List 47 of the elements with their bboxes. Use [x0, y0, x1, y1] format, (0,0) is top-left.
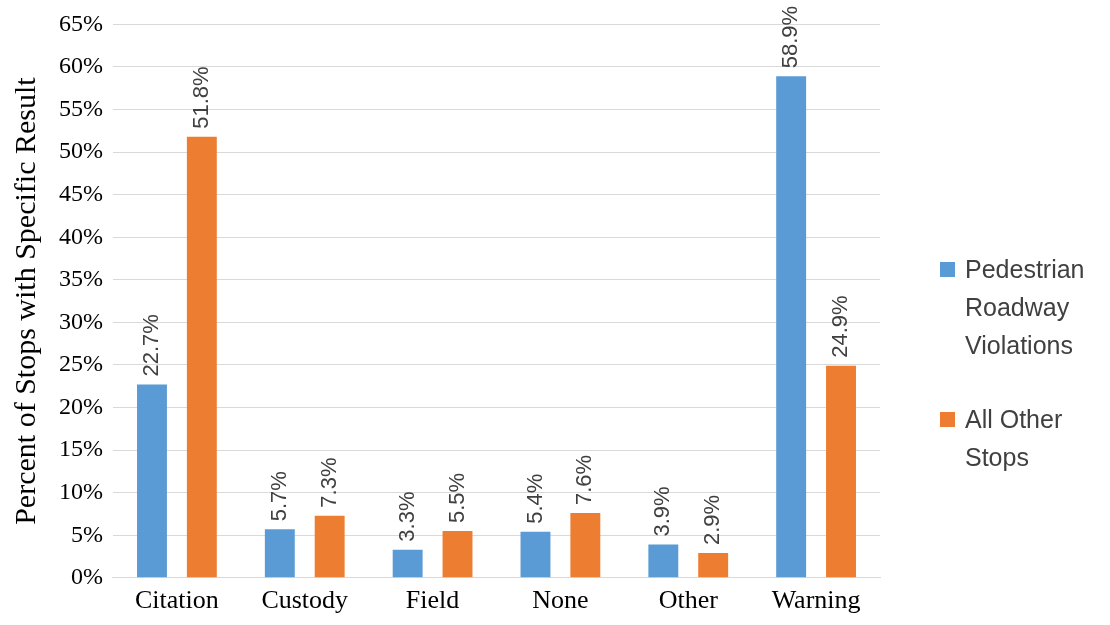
bar [570, 513, 601, 578]
data-label: 58.9% [777, 5, 803, 69]
y-tick-label: 30% [58, 307, 103, 334]
y-tick-label: 5% [70, 520, 103, 547]
y-tick-label: 60% [58, 52, 103, 79]
data-label: 7.3% [315, 457, 341, 508]
bar [314, 515, 345, 578]
bar [776, 76, 807, 578]
data-label: 22.7% [138, 314, 164, 377]
bar [186, 136, 217, 578]
bar [137, 384, 167, 578]
y-tick-label: 35% [58, 265, 103, 292]
data-label: 5.5% [443, 472, 469, 523]
y-tick-label: 15% [58, 435, 103, 462]
data-label: 2.9% [699, 494, 725, 546]
x-tick-label: Other [658, 585, 719, 615]
y-tick-label: 55% [58, 94, 103, 121]
bar [826, 365, 856, 578]
data-label: 7.6% [571, 454, 597, 506]
x-tick-label: Citation [135, 585, 219, 615]
x-tick-label: Custody [261, 585, 349, 615]
y-tick-label: 40% [58, 222, 103, 249]
x-tick-label: None [532, 585, 589, 615]
y-tick-label: 50% [58, 137, 103, 164]
bar [648, 544, 679, 578]
legend-label: Pedestrian Roadway Violations [965, 254, 1086, 361]
legend-label: All Other Stops [965, 404, 1064, 473]
data-label: 5.7% [265, 471, 291, 522]
bar [392, 549, 423, 578]
data-label: 24.9% [827, 295, 853, 358]
bar [698, 553, 729, 578]
bar [520, 531, 551, 578]
x-tick-label: Warning [771, 585, 861, 615]
y-tick-label: 20% [58, 392, 103, 419]
data-label: 3.9% [649, 486, 675, 537]
x-tick-label: Field [405, 585, 460, 615]
y-tick-label: 45% [58, 179, 103, 206]
bar [264, 529, 295, 578]
y-tick-label: 65% [58, 9, 103, 36]
y-tick-label: 0% [70, 563, 103, 590]
y-axis-title: Percent of Stops with Specific Result [7, 76, 41, 525]
data-label: 51.8% [187, 66, 213, 129]
data-label: 3.3% [393, 491, 419, 542]
y-tick-label: 10% [58, 477, 103, 504]
y-tick-label: 25% [58, 350, 103, 377]
data-label: 5.4% [521, 473, 547, 524]
bar [442, 530, 473, 578]
